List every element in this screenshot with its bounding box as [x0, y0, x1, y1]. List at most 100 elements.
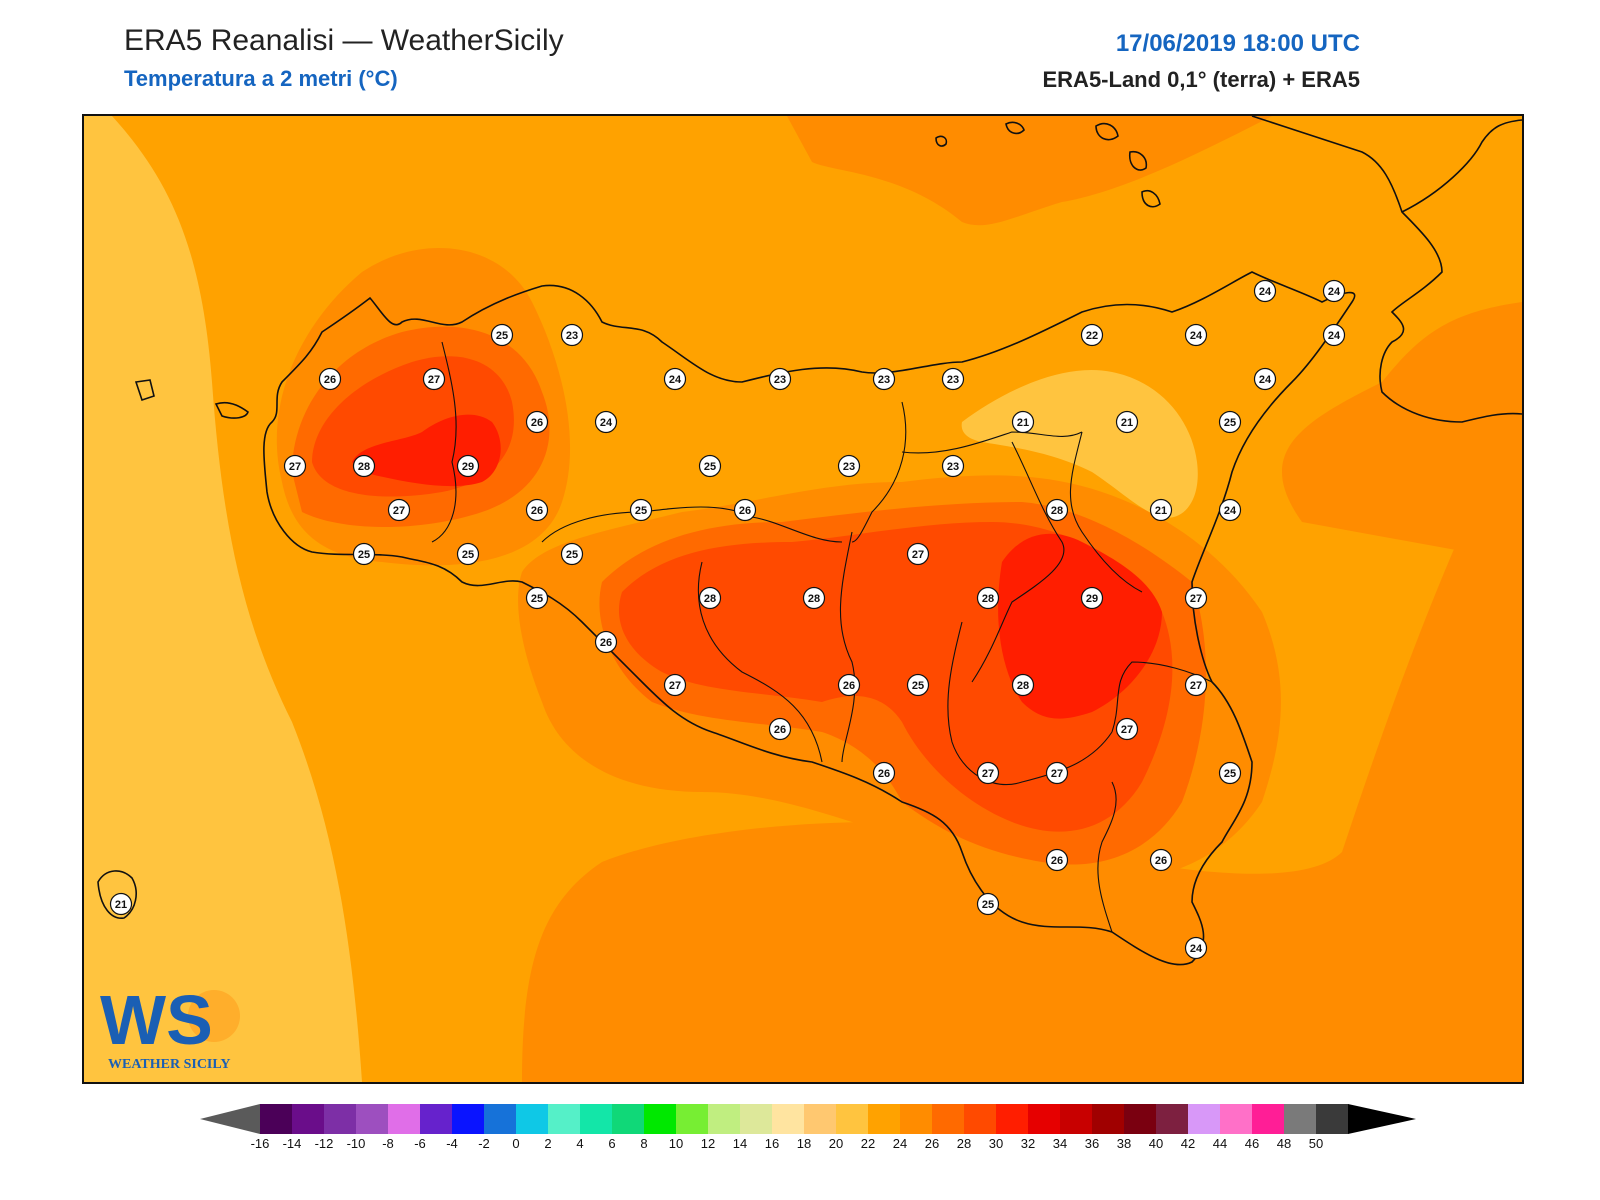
colorbar-swatch	[1028, 1104, 1061, 1134]
calabria-north-coast	[1401, 119, 1522, 213]
colorbar-tick-label: 24	[893, 1136, 907, 1150]
station-marker: 26	[1045, 848, 1069, 872]
station-value: 28	[704, 593, 716, 605]
station-marker: 24	[594, 410, 618, 434]
station-value: 25	[912, 680, 924, 692]
colorbar-tick-label: 16	[765, 1136, 779, 1150]
station-circle	[1149, 498, 1173, 522]
station-circle	[1322, 323, 1346, 347]
colorbar-swatch	[804, 1104, 837, 1134]
colorbar-swatch	[516, 1104, 549, 1134]
colorbar-swatch	[292, 1104, 325, 1134]
colorbar-tick-label: 18	[797, 1136, 811, 1150]
station-circle	[594, 630, 618, 654]
station-value: 27	[393, 505, 405, 517]
map-subtitle: Temperatura a 2 metri (°C)	[124, 66, 398, 91]
colorbar-tick-label: -10	[347, 1136, 366, 1150]
station-value: 26	[843, 680, 855, 692]
station-marker: 27	[387, 498, 411, 522]
colorbar-tick-label: 44	[1213, 1136, 1227, 1150]
colorbar-tick-label: 50	[1309, 1136, 1323, 1150]
station-circle	[1045, 761, 1069, 785]
station-value: 23	[566, 330, 578, 342]
station-circle	[768, 367, 792, 391]
station-circle	[663, 673, 687, 697]
map-datetime: 17/06/2019 18:00 UTC	[1115, 30, 1360, 57]
station-marker: 25	[976, 892, 1000, 916]
colorbar-swatch	[900, 1104, 933, 1134]
colorbar-tick-label: 8	[640, 1136, 647, 1150]
station-circle	[594, 410, 618, 434]
station-value: 23	[947, 461, 959, 473]
station-value: 29	[462, 461, 474, 473]
island-favignana	[214, 401, 249, 419]
station-circle	[733, 498, 757, 522]
station-value: 24	[1328, 330, 1341, 342]
island-marettimo	[134, 379, 155, 402]
station-circle	[663, 367, 687, 391]
station-marker: 21	[1011, 410, 1035, 434]
colorbar-tick-label: 48	[1277, 1136, 1291, 1150]
station-circle	[698, 454, 722, 478]
colorbar-swatch	[868, 1104, 901, 1134]
colorbar-tick-label: 20	[829, 1136, 843, 1150]
colorbar-tick-label: 42	[1181, 1136, 1195, 1150]
station-marker: 27	[906, 542, 930, 566]
station-marker: 27	[663, 673, 687, 697]
station-circle	[1080, 323, 1104, 347]
colorbar-tick-label: 30	[989, 1136, 1003, 1150]
station-marker: 27	[283, 454, 307, 478]
station-marker: 24	[1184, 936, 1208, 960]
station-circle	[837, 673, 861, 697]
station-circle	[525, 410, 549, 434]
station-value: 26	[739, 505, 751, 517]
station-value: 25	[531, 593, 543, 605]
colorbar-swatch	[548, 1104, 581, 1134]
data-source: ERA5-Land 0,1° (terra) + ERA5	[1042, 67, 1361, 92]
station-marker: 28	[1011, 673, 1035, 697]
colorbar-tick-label: 6	[608, 1136, 615, 1150]
station-circle	[1045, 848, 1069, 872]
station-value: 27	[1051, 768, 1063, 780]
colorbar-tick-label: 34	[1053, 1136, 1067, 1150]
station-marker: 25	[698, 454, 722, 478]
station-circle	[872, 761, 896, 785]
station-circle	[941, 454, 965, 478]
station-circle	[318, 367, 342, 391]
island-stromboli	[1141, 189, 1161, 208]
province-border	[851, 401, 907, 543]
station-circle	[976, 892, 1000, 916]
station-value: 27	[912, 549, 924, 561]
colorbar-swatch	[612, 1104, 645, 1134]
station-circle	[1253, 279, 1277, 303]
station-circle	[1149, 848, 1173, 872]
station-value: 24	[1190, 943, 1203, 955]
station-marker: 25	[560, 542, 584, 566]
weathersicily-logo: WS WEATHER SICILY	[96, 981, 256, 1074]
station-circle	[387, 498, 411, 522]
station-marker: 25	[906, 673, 930, 697]
field-20-22-west	[84, 116, 362, 1082]
station-value: 28	[982, 593, 994, 605]
province-border	[541, 506, 843, 543]
station-circle	[1184, 586, 1208, 610]
station-marker: 28	[976, 586, 1000, 610]
calabria-coastline	[1251, 116, 1522, 423]
colorbar-swatch	[1316, 1104, 1349, 1134]
station-value: 24	[1190, 330, 1203, 342]
colorbar-swatch	[740, 1104, 773, 1134]
station-value: 24	[1224, 505, 1237, 517]
station-marker: 28	[802, 586, 826, 610]
station-marker: 26	[837, 673, 861, 697]
map-title: ERA5 Reanalisi — WeatherSicily	[124, 24, 564, 57]
colorbar-swatch	[836, 1104, 869, 1134]
colorbar-tick-label: 28	[957, 1136, 971, 1150]
station-value: 25	[358, 549, 370, 561]
island-lipari	[1095, 122, 1119, 141]
colorbar-swatch	[324, 1104, 357, 1134]
station-marker: 29	[1080, 586, 1104, 610]
station-value: 27	[428, 374, 440, 386]
colorbar-swatch	[1156, 1104, 1189, 1134]
station-marker: 24	[1253, 367, 1277, 391]
station-value: 24	[1259, 374, 1272, 386]
